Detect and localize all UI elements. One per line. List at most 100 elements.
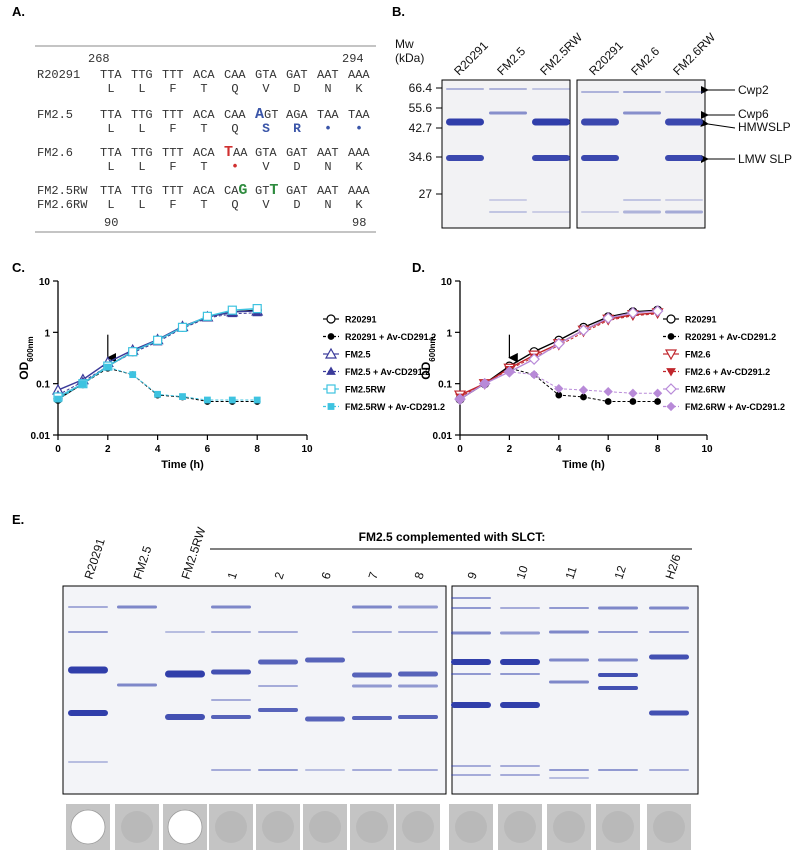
mw-label: 42.7 [409,121,433,135]
data-point [578,385,589,395]
gel-band [258,769,298,771]
amino-acid: S [262,121,270,136]
amino-acid: T [200,160,207,174]
gel-band [532,155,570,161]
codon: CAA [224,68,246,82]
lane-label: 2 [272,570,287,581]
gel-band [581,118,619,126]
lane-label: 11 [563,564,580,580]
amino-acid: D [293,198,300,212]
position: 90 [104,216,118,230]
mw-title: Mw [395,37,414,51]
legend-marker [665,383,677,395]
lane-label: 6 [319,570,334,581]
gel-band [489,199,527,201]
series-line [459,371,658,400]
legend-label: FM2.5 [345,350,371,360]
data-point [79,380,87,388]
codon: TTG [131,184,153,198]
legend-label: FM2.5RW [345,385,386,395]
codon: ACA [193,146,215,160]
panel-header: FM2.5 complemented with SLCT: [359,530,546,544]
series-line [57,310,258,391]
x-tick-label: 8 [254,444,260,455]
gel [451,585,699,795]
x-tick-label: 4 [556,444,562,455]
codon: TAA [317,108,339,122]
codon: AAA [348,184,370,198]
plaque-spot [455,811,487,843]
gel-band [500,673,540,675]
amino-acid: N [324,160,331,174]
codon: ACA [193,68,215,82]
y-tick-label: 10 [441,277,453,288]
x-tick-label: 6 [205,444,211,455]
seq-mutation: T [224,144,233,161]
gel-band [211,669,251,675]
seq-mutation: • [324,121,332,136]
lane-label: 10 [514,564,532,581]
gel-band [68,666,108,674]
amino-acid: • [355,121,363,136]
band-label: LMW SLP [738,152,792,166]
panel-label: A. [12,4,25,19]
codon: AAT [317,68,339,82]
gel [62,585,447,795]
lane-label: FM2.5 [494,44,528,78]
gel-band [532,118,570,126]
gel-band [451,607,491,609]
lane-label: 7 [366,570,381,581]
data-point [104,363,112,371]
lane-label: FM2.5 [131,544,155,581]
legend-marker [324,347,338,359]
seq-part: GT [264,108,278,122]
gel-band [68,606,108,608]
y-tick-label: 0.1 [36,380,50,391]
lane-label: R20291 [451,38,491,78]
gel-band [305,769,345,771]
data-point [252,303,262,314]
amino-acid: D [293,82,300,96]
amino-acid: • [324,121,332,136]
codon: ACA [193,108,215,122]
gel-band [398,715,438,719]
legend-label: R20291 + Av-CD291.2 [685,332,776,342]
mw-label: 55.6 [409,101,433,115]
codon: TTT [162,68,184,82]
lane-label: 8 [412,570,427,581]
amino-acid: K [355,82,363,96]
gel-band [665,155,703,161]
gel-band [532,88,570,90]
amino-acid: R [293,121,301,136]
gel-band [623,111,661,115]
gel-band [68,761,108,763]
data-point [652,388,663,398]
gel-band [623,210,661,214]
gel-band [211,631,251,633]
gel-band [352,684,392,688]
gel-band [352,672,392,678]
gel-band [581,91,619,93]
codon: GTA [255,146,277,160]
legend-label: FM2.6RW [685,385,726,395]
legend-marker [326,384,336,394]
gel-band [649,769,689,771]
gel-band [446,155,484,161]
data-point [651,305,664,317]
codon: TTT [162,146,184,160]
gel [576,79,706,229]
codon: AGT [255,106,278,123]
amino-acid: F [169,82,176,96]
y-tick-label: 10 [39,277,51,288]
strain-name: FM2.6 [37,146,73,160]
lane-label: FM2.6 [628,44,662,78]
data-point [128,347,138,357]
codon: AAT [317,146,339,160]
strain-name: R20291 [37,68,80,82]
plaque-spot [553,811,585,843]
seq-mutation: R [293,121,301,136]
data-point [154,390,162,398]
x-tick-label: 6 [605,444,611,455]
lane-label: FM2.6RW [670,30,718,78]
gel-band [352,716,392,720]
